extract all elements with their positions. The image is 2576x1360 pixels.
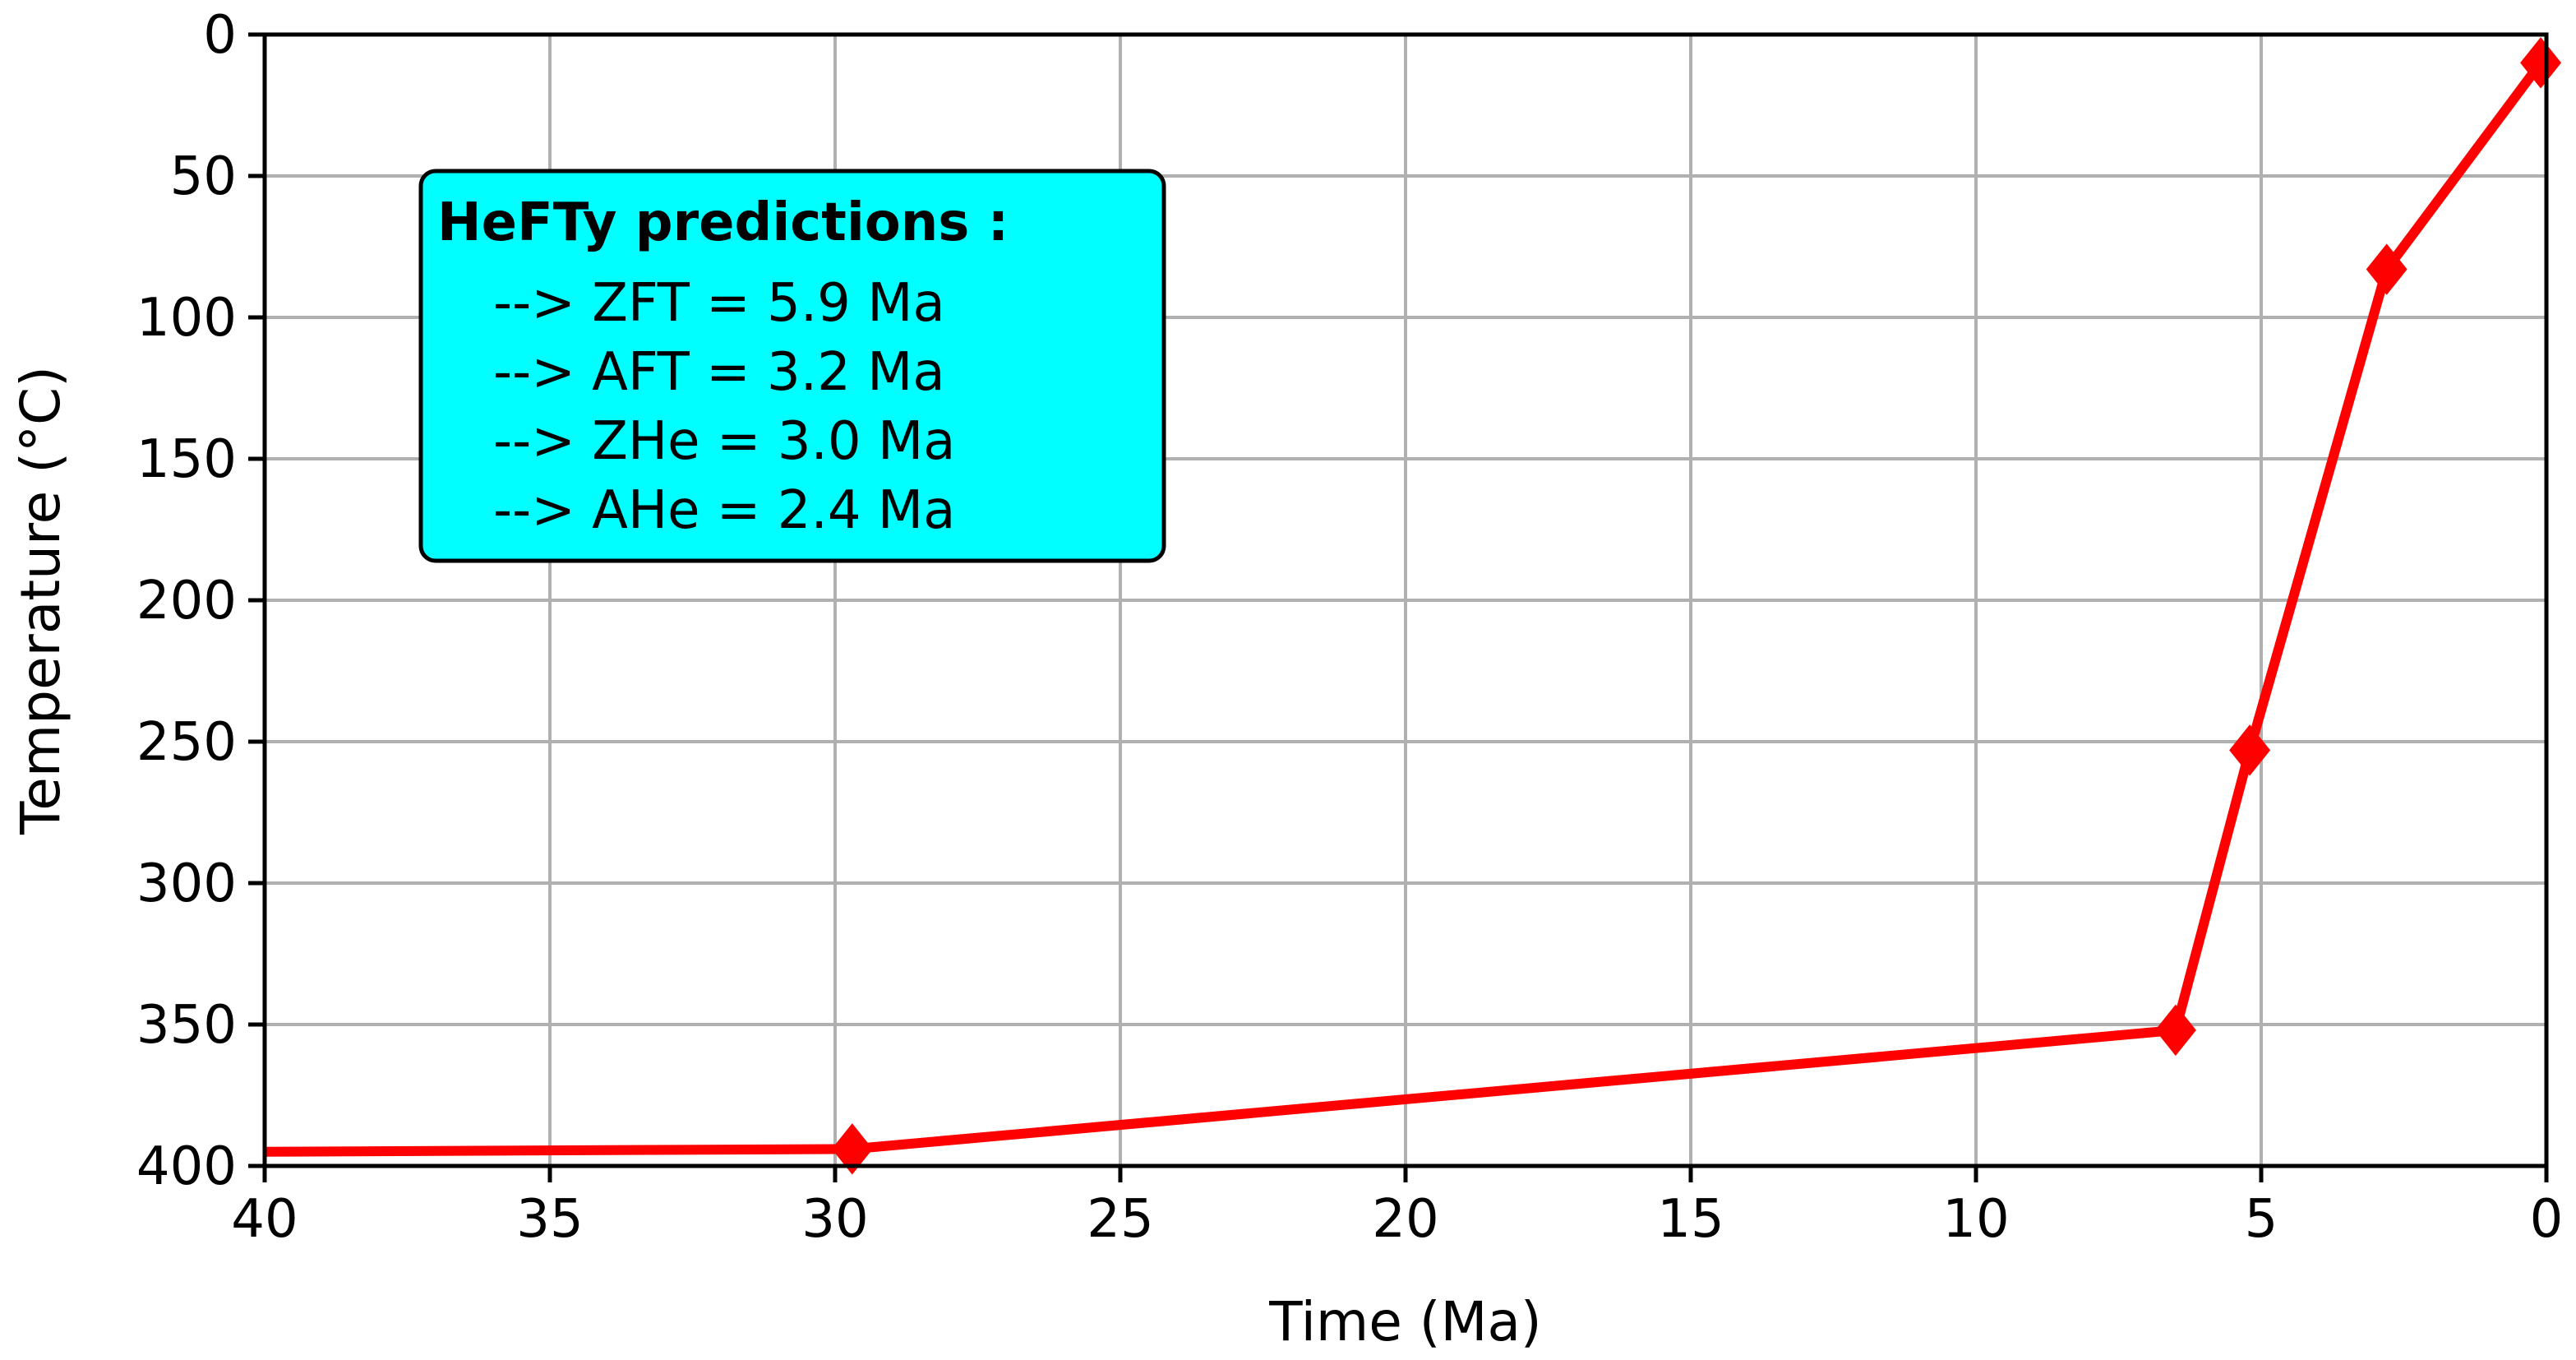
y-tick-label: 100	[136, 288, 237, 349]
x-tick-label: 35	[516, 1189, 583, 1250]
data-point-marker	[2366, 243, 2407, 295]
y-tick-label: 0	[203, 5, 237, 66]
x-tick-label: 25	[1087, 1189, 1153, 1250]
y-tick-label: 50	[170, 146, 237, 207]
y-tick-label: 300	[136, 853, 237, 914]
x-tick-label: 5	[2245, 1189, 2278, 1250]
annotation-line-aft: --> AFT = 3.2 Ma	[493, 342, 945, 403]
x-tick-label: 40	[231, 1189, 298, 1250]
x-tick-label: 30	[801, 1189, 868, 1250]
annotation-line-zft: --> ZFT = 5.9 Ma	[493, 273, 945, 334]
annotation-box: HeFTy predictions : --> ZFT = 5.9 Ma -->…	[418, 169, 1166, 563]
data-series	[264, 37, 2562, 1175]
x-axis-label: Time (Ma)	[1268, 1290, 1541, 1353]
x-tick-label: 10	[1942, 1189, 2009, 1250]
annotation-title: HeFTy predictions :	[437, 192, 1009, 253]
y-tick-label: 400	[136, 1136, 237, 1197]
x-tick-label: 0	[2530, 1189, 2564, 1250]
y-tick-label: 350	[136, 995, 237, 1056]
data-point-marker	[2520, 37, 2562, 89]
data-point-marker	[2229, 724, 2271, 776]
x-tick-label: 20	[1372, 1189, 1438, 1250]
annotation-line-zhe: --> ZHe = 3.0 Ma	[493, 411, 955, 472]
annotation-background	[418, 169, 1166, 563]
y-tick-label: 150	[136, 429, 237, 490]
series-line	[264, 59, 2545, 1157]
y-tick-label: 200	[136, 571, 237, 631]
annotation-line-ahe: --> AHe = 2.4 Ma	[493, 480, 955, 541]
data-point-marker	[831, 1123, 873, 1175]
data-point-marker	[2154, 1004, 2196, 1057]
y-axis-label: Temperature (°C)	[9, 366, 72, 835]
x-tick-label: 15	[1657, 1189, 1724, 1250]
y-tick-label: 250	[136, 712, 237, 773]
